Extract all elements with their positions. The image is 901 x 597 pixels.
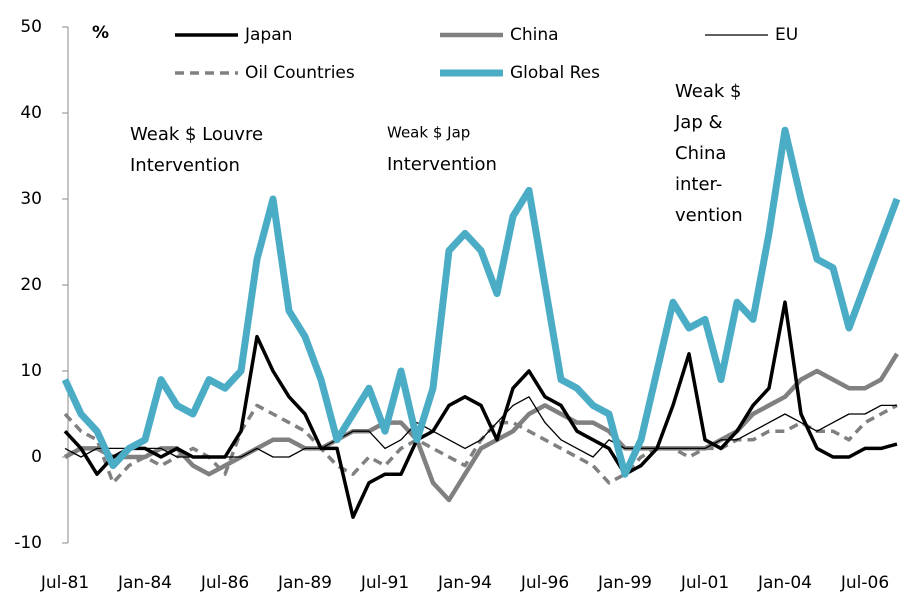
y-tick-label: 40 [20,103,42,123]
annotation: inter- [675,174,722,195]
x-tick-label: Jan-99 [597,573,652,593]
y-tick-label: 20 [20,275,42,295]
x-tick-label: Jul-91 [360,573,409,593]
x-tick-label: Jan-89 [277,573,332,593]
legend-label: Japan [244,25,292,45]
series-line [63,300,898,519]
y-tick-label: 30 [20,189,42,209]
series-line [61,126,901,478]
legend-label: Global Res [510,63,600,83]
legend-label: EU [775,25,798,45]
annotation: Weak $ [675,81,741,102]
y-tick-label: 50 [20,17,42,37]
x-tick-label: Jul-96 [520,573,569,593]
y-tick-label: -10 [14,533,42,553]
legend-label: China [510,25,559,45]
x-tick-label: Jan-04 [757,573,812,593]
series-line [63,403,898,485]
y-axis-label: % [92,23,109,43]
annotation: Intervention [387,154,497,175]
y-tick-label: 0 [31,447,42,467]
x-tick-label: Jul-86 [200,573,249,593]
x-tick-label: Jan-94 [437,573,492,593]
legend-label: Oil Countries [245,63,355,83]
annotation: Jap & [674,112,723,133]
annotation: Weak $ Jap [387,124,470,142]
x-tick-label: Jul-01 [680,573,729,593]
annotation: Intervention [130,155,240,176]
series-line [63,352,899,503]
annotation: vention [675,205,743,226]
y-tick-label: 10 [20,361,42,381]
annotation: Weak $ Louvre [130,124,263,145]
annotation: China [675,143,726,164]
x-tick-label: Jul-06 [840,573,889,593]
x-tick-label: Jul-81 [40,573,89,593]
x-tick-label: Jan-84 [117,573,172,593]
